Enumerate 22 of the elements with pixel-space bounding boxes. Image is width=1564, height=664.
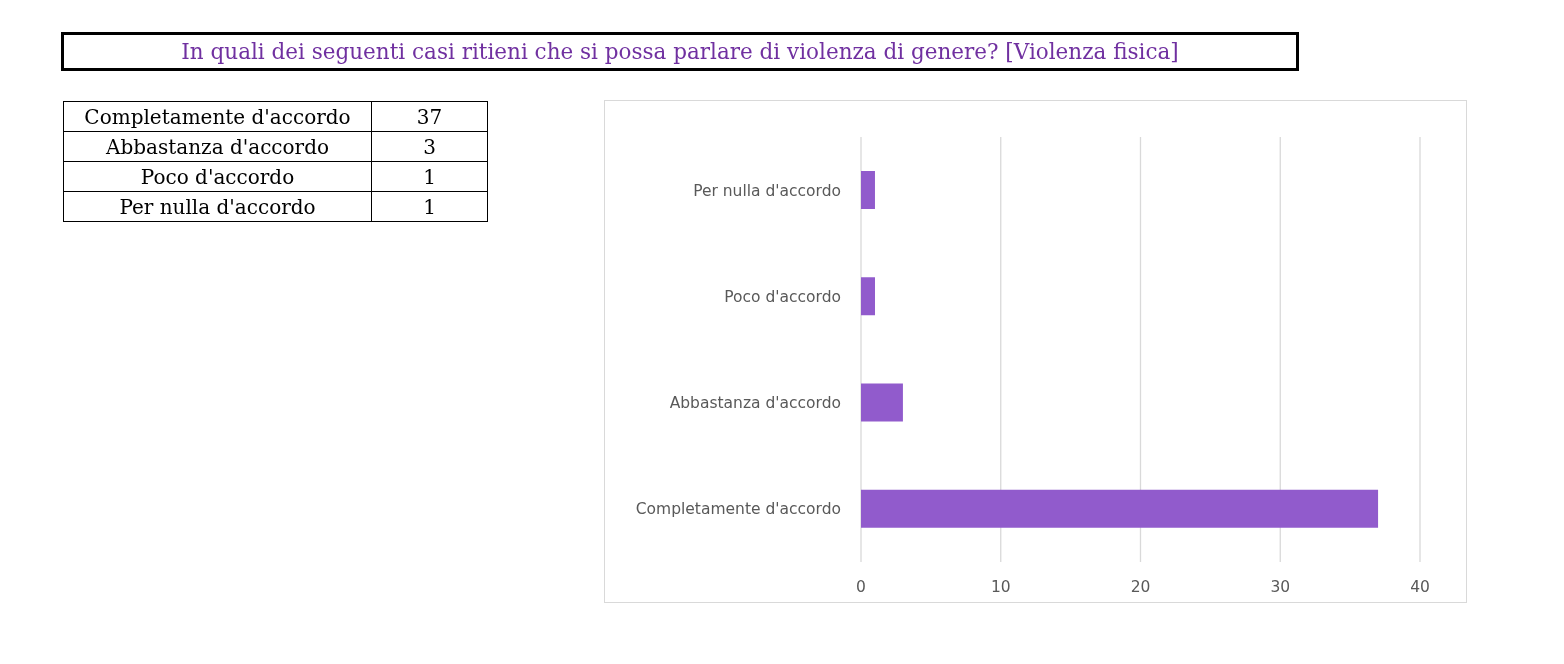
category-label: Abbastanza d'accordo — [63, 131, 372, 162]
category-label: Completamente d'accordo — [63, 101, 372, 132]
data-label: 1 — [371, 191, 488, 222]
y-tick-label: Abbastanza d'accordo — [669, 394, 841, 413]
data-label: 3 — [371, 131, 488, 162]
text: In quali dei seguenti casi ritieni che si possa parlare di violenza di genere? [Violenza fisica] — [61, 32, 1299, 71]
bar — [861, 277, 875, 316]
x-tick-label: 30 — [1270, 578, 1291, 597]
x-tick-label: 0 — [856, 578, 866, 597]
bar — [861, 383, 903, 422]
bar — [861, 171, 875, 209]
y-tick-label: Poco d'accordo — [724, 287, 841, 306]
bar — [861, 489, 1379, 528]
x-tick-label: 20 — [1130, 578, 1151, 597]
category-label: Poco d'accordo — [63, 161, 372, 192]
y-tick-label: Completamente d'accordo — [635, 500, 841, 519]
x-tick-label: 10 — [990, 578, 1011, 597]
y-tick-label: Per nulla d'accordo — [693, 181, 841, 200]
category-label: Per nulla d'accordo — [63, 191, 372, 222]
data-label: 37 — [371, 101, 488, 132]
x-tick-label: 40 — [1410, 578, 1430, 597]
data-label: 1 — [371, 161, 488, 192]
